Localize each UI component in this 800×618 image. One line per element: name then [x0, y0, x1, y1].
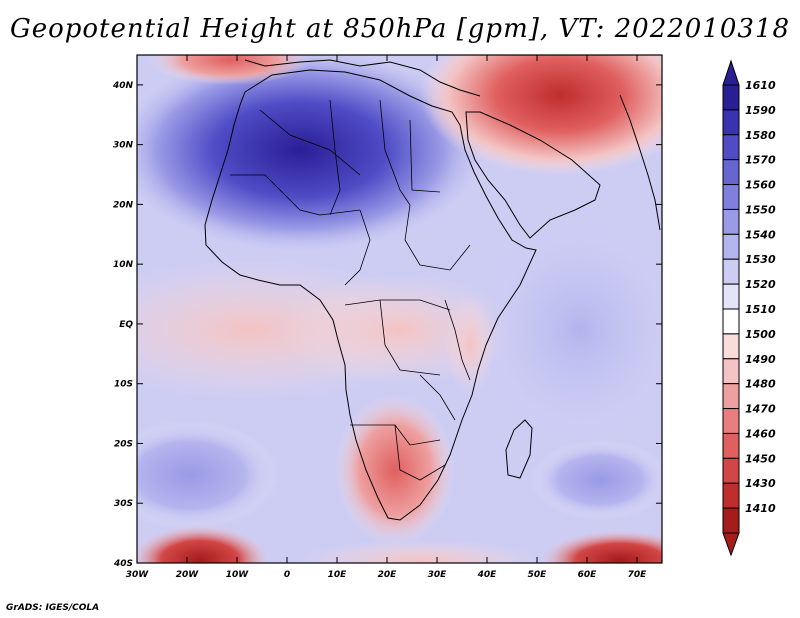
lon-tick-label: 10W [226, 570, 250, 580]
colorbar-label: 1610 [745, 79, 776, 92]
lon-tick-label: 30W [126, 570, 150, 580]
lat-tick-label: EQ [119, 320, 133, 330]
lat-tick-label: 30S [114, 499, 133, 509]
lat-tick-label: 20S [114, 439, 133, 449]
colorbar-label: 1540 [745, 228, 776, 241]
colorbar-label: 1490 [745, 353, 776, 366]
colorbar-label: 1430 [745, 477, 776, 490]
lon-tick-label: 0 [284, 570, 290, 580]
colorbar-swatch [722, 283, 740, 310]
lat-tick-label: 40N [112, 81, 134, 91]
colorbar-label: 1560 [745, 179, 776, 192]
lon-tick-label: 20W [176, 570, 200, 580]
lat-tick-label: 30N [113, 141, 134, 151]
map-frame [136, 54, 663, 564]
geopotential-field [137, 55, 662, 563]
colorbar-label: 1590 [745, 104, 776, 117]
colorbar-label: 1500 [745, 328, 776, 341]
lon-tick-label: 50E [528, 570, 548, 580]
india-coastline [619, 94, 661, 231]
colorbar-swatch [722, 457, 740, 484]
colorbar-arrow-top [722, 59, 740, 86]
colorbar-swatch [722, 159, 740, 186]
lon-tick-label: 30E [428, 570, 448, 580]
colorbar-label: 1410 [745, 502, 776, 515]
map-axes: 30W 20W 10W 0 10E 20E 30E 40E 50E 60E 70E 40N 30N 20N… [112, 55, 662, 580]
europe-coastline [244, 59, 481, 97]
colorbar-swatch [722, 208, 740, 235]
lon-tick-label: 40E [477, 570, 498, 580]
colorbar-swatch [722, 134, 740, 161]
colorbar-swatch [722, 333, 740, 360]
colorbar-swatch [722, 482, 740, 509]
coastlines [204, 59, 661, 521]
lon-tick-label: 10E [328, 570, 348, 580]
colorbar-label: 1450 [745, 452, 776, 465]
lat-tick-label: 40S [113, 559, 133, 569]
colorbar-label: 1530 [745, 253, 776, 266]
country-borders [230, 99, 471, 481]
colorbar-label: 1520 [745, 278, 776, 291]
colorbar-swatch [722, 109, 740, 136]
arabia-coastline [465, 111, 601, 239]
colorbar-label: 1480 [745, 378, 776, 391]
colorbar-swatch [722, 308, 740, 335]
colorbar-swatch [722, 507, 740, 534]
lat-tick-label: 20N [113, 200, 134, 210]
colorbar-swatch [722, 233, 740, 260]
colorbar-label: 1510 [745, 303, 776, 316]
colorbar-label: 1460 [745, 427, 776, 440]
lon-tick-label: 60E [578, 570, 598, 580]
grads-credit: GrADS: IGES/COLA [6, 603, 100, 613]
colorbar-swatch [722, 258, 740, 285]
map-title: Geopotential Height at 850hPa [gpm], VT:… [9, 14, 791, 44]
colorbar-label: 1580 [745, 129, 776, 142]
africa-coastline [204, 69, 537, 521]
lon-tick-label: 70E [628, 570, 648, 580]
lon-tick-label: 20E [378, 570, 398, 580]
colorbar-label: 1550 [745, 203, 776, 216]
colorbar-swatch [722, 432, 740, 459]
lat-tick-label: 10S [114, 380, 133, 390]
colorbar-label: 1570 [745, 154, 776, 167]
colorbar-swatch [722, 184, 740, 210]
lat-tick-label: 10N [113, 260, 134, 270]
madagascar-coastline [505, 419, 533, 479]
colorbar: 1610 1590 1580 1570 1560 1550 1540 1530 1520 1510… [722, 59, 776, 557]
colorbar-swatch [722, 383, 740, 410]
colorbar-label: 1470 [745, 403, 776, 416]
colorbar-swatch [722, 358, 740, 385]
colorbar-arrow-bottom [722, 532, 740, 557]
colorbar-swatch [722, 408, 740, 434]
colorbar-swatch [722, 84, 740, 111]
